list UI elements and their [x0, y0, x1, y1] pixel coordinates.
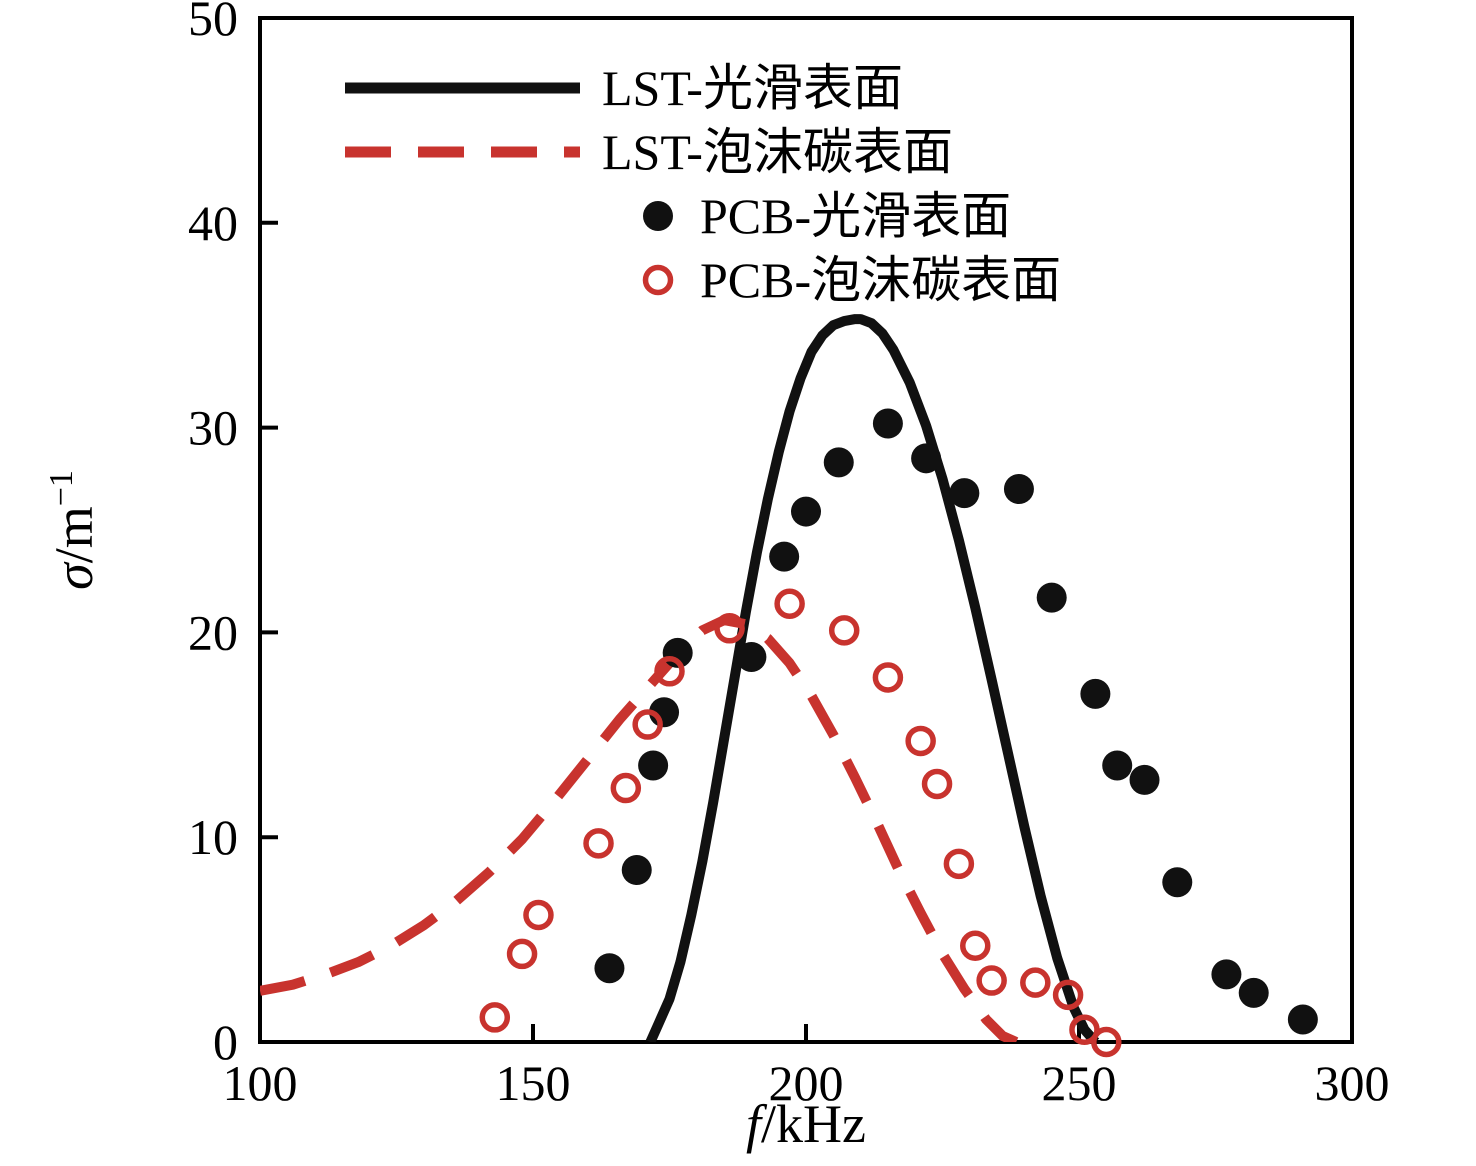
- scatter-series-3: [479, 588, 1122, 1058]
- data-point: [905, 725, 936, 757]
- data-point: [621, 854, 652, 885]
- scatter-series-2: [594, 408, 1318, 1035]
- data-point: [1080, 678, 1111, 709]
- x-axis: 100 150 200 250 300: [223, 1024, 1390, 1111]
- y-tick-label: 40: [188, 195, 238, 251]
- y-tick-label: 50: [188, 0, 238, 46]
- data-point: [594, 953, 625, 984]
- data-point: [638, 750, 669, 781]
- data-point: [610, 772, 642, 804]
- y-tick-label: 20: [188, 604, 238, 660]
- data-point: [583, 828, 614, 859]
- legend-open-circle-marker: [642, 264, 674, 296]
- y-tick-label: 30: [188, 400, 238, 456]
- data-point: [714, 613, 745, 644]
- series-layer: [260, 314, 1318, 1058]
- x-tick-label: 300: [1315, 1055, 1390, 1111]
- x-tick-label: 200: [769, 1055, 844, 1111]
- data-point: [960, 930, 991, 961]
- legend-item-1: LST-泡沫碳表面: [345, 124, 953, 180]
- data-point: [943, 848, 975, 880]
- data-point: [1069, 1014, 1100, 1045]
- data-point: [1238, 977, 1269, 1008]
- legend-label: PCB-光滑表面: [700, 188, 1011, 244]
- data-point: [736, 641, 767, 672]
- data-point: [632, 709, 663, 740]
- data-point: [921, 768, 953, 800]
- data-point: [828, 615, 860, 646]
- data-point: [1052, 979, 1084, 1011]
- y-tick-label: 0: [213, 1014, 238, 1070]
- data-point: [1162, 867, 1193, 898]
- legend-label: LST-光滑表面: [602, 60, 903, 116]
- legend-item-2: PCB-光滑表面: [643, 188, 1011, 244]
- data-point: [872, 662, 904, 693]
- data-point: [1020, 967, 1051, 998]
- line-series-1: [260, 615, 1019, 1042]
- data-point: [774, 588, 805, 619]
- data-point: [1102, 750, 1133, 781]
- data-point: [479, 1002, 511, 1033]
- data-point: [976, 965, 1007, 996]
- data-point: [1003, 474, 1034, 505]
- data-point: [1211, 959, 1242, 990]
- data-point: [823, 447, 854, 478]
- y-axis: 0 10 20 30 40 50: [188, 0, 278, 1070]
- legend-item-0: LST-光滑表面: [345, 60, 903, 116]
- legend: LST-光滑表面 LST-泡沫碳表面 PCB-光滑表面 PCB-泡沫碳表面: [345, 60, 1061, 308]
- x-tick-label: 150: [496, 1055, 571, 1111]
- data-point: [1091, 1026, 1122, 1058]
- data-point: [523, 899, 554, 931]
- legend-filled-circle-marker: [643, 201, 673, 231]
- x-axis-label: f/kHz: [746, 1094, 866, 1154]
- data-point: [872, 408, 903, 439]
- data-point: [654, 656, 685, 687]
- legend-item-3: PCB-泡沫碳表面: [642, 252, 1061, 308]
- line-series-0: [645, 314, 1100, 1042]
- data-point: [769, 541, 800, 572]
- data-point: [911, 443, 942, 474]
- data-point: [1129, 764, 1160, 795]
- legend-label: LST-泡沫碳表面: [602, 124, 953, 180]
- y-tick-label: 10: [188, 809, 238, 865]
- data-point: [949, 478, 980, 509]
- data-point: [1036, 582, 1067, 613]
- data-point: [1287, 1004, 1318, 1035]
- x-tick-label: 100: [223, 1055, 298, 1111]
- data-point: [506, 938, 538, 970]
- y-axis-label: σ/m−1: [43, 470, 104, 590]
- data-point: [791, 496, 821, 527]
- x-tick-label: 250: [1042, 1055, 1117, 1111]
- legend-label: PCB-泡沫碳表面: [700, 252, 1061, 308]
